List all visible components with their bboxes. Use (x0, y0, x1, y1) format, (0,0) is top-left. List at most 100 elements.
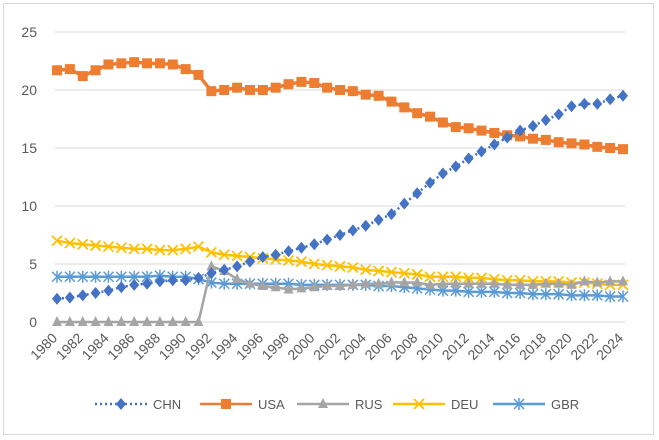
data-point (180, 274, 191, 287)
data-point (192, 240, 205, 253)
x-tick-label: 1992 (181, 329, 214, 362)
y-tick-label: 10 (21, 198, 37, 214)
x-tick-label: 1998 (258, 329, 291, 362)
data-point (335, 85, 345, 95)
data-point (360, 277, 371, 288)
data-point (566, 278, 577, 289)
legend-label: CHN (153, 397, 181, 412)
data-point (386, 208, 397, 221)
data-point (424, 271, 436, 283)
data-point (437, 271, 449, 283)
data-point (412, 108, 423, 119)
data-point (360, 89, 371, 100)
data-point (232, 273, 243, 284)
series-rus (52, 260, 628, 326)
data-point (399, 276, 410, 287)
series-line (56, 94, 624, 301)
data-point (617, 290, 629, 303)
data-point (475, 285, 488, 298)
data-point (51, 270, 63, 283)
data-point (553, 108, 564, 121)
data-point (553, 137, 564, 148)
series-line (56, 239, 623, 287)
data-point (437, 167, 448, 180)
x-tick-label: 2022 (567, 329, 600, 362)
data-point (515, 124, 526, 137)
data-point (527, 119, 538, 132)
data-point (605, 93, 616, 106)
data-point (90, 316, 101, 326)
data-point (52, 292, 62, 305)
data-point (347, 224, 358, 237)
data-point (334, 260, 346, 272)
data-point (295, 256, 308, 268)
data-point (193, 69, 204, 80)
data-point (463, 277, 474, 288)
data-point (463, 285, 475, 298)
data-point (116, 58, 127, 69)
data-point (501, 287, 513, 299)
data-point (142, 316, 153, 326)
chart-area (3, 3, 654, 435)
data-point (618, 89, 628, 102)
gridlines (55, 31, 625, 323)
y-tick-label: 0 (29, 314, 37, 330)
data-point (605, 275, 616, 286)
data-point (116, 316, 127, 326)
legend-item-usa: USA (200, 397, 285, 412)
data-point (502, 278, 513, 289)
data-point (553, 288, 565, 301)
data-point (450, 271, 462, 283)
data-point (154, 244, 166, 256)
data-point (488, 285, 500, 298)
x-tick-label: 1996 (233, 329, 266, 362)
data-point (437, 117, 448, 128)
data-point (77, 238, 89, 250)
data-point (373, 277, 384, 288)
data-point (296, 76, 307, 87)
data-point (167, 274, 178, 287)
y-tick-label: 15 (21, 140, 37, 156)
data-point (77, 316, 88, 326)
data-point (142, 58, 153, 69)
legend-item-gbr: GBR (493, 397, 579, 412)
data-point (385, 266, 398, 278)
data-point (604, 290, 616, 303)
legend-item-deu: DEU (393, 397, 478, 412)
data-point (412, 187, 423, 200)
series-gbr (51, 269, 629, 303)
x-tick-label: 1984 (78, 329, 111, 362)
data-point (296, 241, 307, 254)
data-point (425, 176, 436, 189)
x-tick-label: 1990 (156, 329, 189, 362)
data-point (450, 160, 461, 173)
series-line (56, 60, 624, 151)
x-tick-label: 2010 (413, 329, 446, 362)
data-point (103, 59, 114, 70)
x-tick-label: 2008 (387, 329, 420, 362)
data-point (232, 82, 243, 93)
data-point (566, 100, 577, 113)
data-point (335, 280, 345, 291)
data-point (489, 138, 500, 151)
data-point (322, 233, 333, 246)
series-layer (51, 57, 629, 326)
data-point (476, 145, 487, 158)
data-point (566, 138, 577, 149)
data-point (193, 271, 204, 284)
legend-label: RUS (355, 397, 383, 412)
data-point (527, 278, 538, 289)
data-point (115, 242, 127, 254)
data-point (372, 265, 385, 277)
data-point (347, 278, 358, 289)
data-point (128, 243, 140, 255)
data-point (154, 275, 165, 288)
data-point (360, 264, 372, 276)
legend-item-rus: RUS (297, 397, 383, 412)
data-point (244, 277, 255, 288)
data-point (540, 288, 552, 301)
x-tick-label: 2002 (310, 329, 343, 362)
data-point (398, 267, 410, 279)
x-axis: 1980198219841986198819901992199419961998… (27, 329, 626, 362)
data-point (244, 255, 255, 268)
